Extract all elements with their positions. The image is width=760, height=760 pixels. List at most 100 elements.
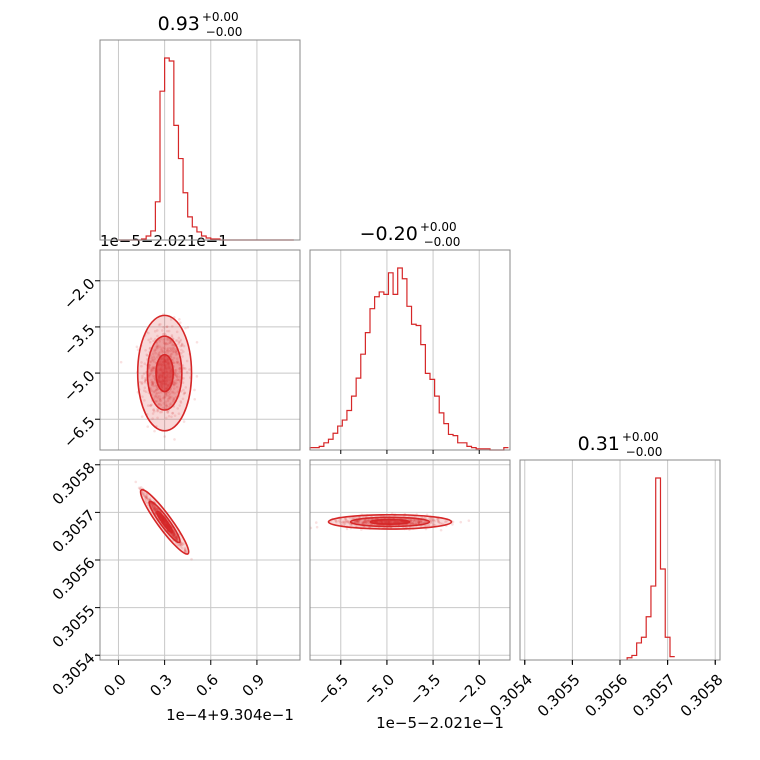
- scatter-point: [334, 519, 338, 523]
- scatter-point: [144, 499, 147, 502]
- hist-panel-0: [99, 39, 301, 241]
- scatter-point: [166, 399, 170, 403]
- scatter-point: [335, 520, 338, 524]
- scatter-point: [178, 367, 182, 371]
- title-param-2: 0.31 +0.00 −0.00: [578, 430, 663, 459]
- scatter-point: [172, 530, 176, 534]
- scatter-point: [175, 535, 178, 539]
- scatter-point: [142, 389, 146, 392]
- scatter-point: [169, 355, 173, 358]
- scatter-point: [173, 532, 176, 536]
- scatter-point: [140, 381, 144, 384]
- scatter-point: [179, 321, 182, 324]
- scatter-point: [193, 388, 196, 392]
- scatter-point: [422, 521, 426, 524]
- scatter-point: [409, 519, 413, 522]
- scatter-point: [180, 342, 184, 346]
- scatter-point: [180, 352, 183, 355]
- scatter-point: [142, 493, 145, 497]
- scatter-point: [345, 520, 348, 524]
- scatter-points-0: [119, 313, 199, 472]
- scatter-point: [169, 402, 173, 405]
- scatter-point: [176, 352, 179, 356]
- scatter-point: [149, 502, 153, 505]
- scatter-point: [175, 538, 178, 541]
- scatter-point: [152, 507, 156, 511]
- scatter-point: [172, 397, 176, 400]
- scatter-point: [166, 348, 169, 351]
- scatter-point: [157, 323, 161, 327]
- scatter-point: [173, 373, 177, 376]
- scatter-point: [156, 346, 159, 349]
- scatter-point: [167, 394, 171, 397]
- scatter-point: [147, 498, 150, 502]
- contour-level-2: [369, 518, 411, 525]
- scatter-point: [367, 522, 371, 525]
- scatter-point: [144, 380, 147, 383]
- scatter-point: [158, 397, 162, 401]
- scatter-point: [431, 519, 435, 522]
- hist-panel-2: [519, 459, 721, 661]
- scatter-point: [180, 343, 184, 346]
- scatter-point: [441, 522, 444, 526]
- scatter-point: [138, 380, 142, 384]
- scatter-point: [179, 338, 183, 342]
- scatter-point: [148, 364, 151, 367]
- scatter-point: [178, 367, 181, 370]
- scatter-point: [170, 324, 174, 328]
- scatter-point: [163, 395, 167, 399]
- scatter-point: [183, 391, 186, 395]
- scatter-point: [362, 522, 365, 525]
- scatter-point: [167, 414, 171, 418]
- scatter-point: [149, 404, 153, 407]
- y-tick-label: −2.0: [60, 275, 98, 313]
- scatter-point: [367, 521, 370, 524]
- scatter-point: [150, 368, 154, 372]
- scatter-point: [158, 410, 162, 414]
- scatter-point: [163, 395, 166, 398]
- scatter-point: [344, 517, 347, 520]
- scatter-point: [150, 389, 154, 393]
- scatter-point: [144, 495, 147, 498]
- scatter-point: [178, 370, 182, 373]
- scatter-point: [166, 391, 169, 395]
- scatter-point: [162, 406, 165, 410]
- scatter-point: [172, 533, 176, 537]
- scatter-point: [154, 508, 157, 512]
- scatter-point: [149, 369, 153, 373]
- scatter-point: [172, 534, 176, 538]
- scatter-point: [413, 520, 416, 523]
- scatter-point: [179, 344, 182, 348]
- scatter-point: [172, 533, 176, 537]
- scatter-point: [161, 346, 164, 350]
- scatter-point: [163, 396, 166, 400]
- scatter-point: [174, 536, 178, 540]
- scatter-point: [145, 498, 148, 501]
- scatter-point: [417, 520, 421, 524]
- scatter-point: [164, 392, 167, 396]
- scatter-point: [149, 360, 153, 364]
- scatter-point: [174, 350, 178, 353]
- scatter-point: [172, 534, 175, 538]
- scatter-point: [154, 384, 158, 388]
- scatter-point: [170, 415, 173, 419]
- scatter-point: [164, 341, 168, 345]
- scatter-point: [172, 533, 175, 537]
- scatter-point: [151, 383, 154, 387]
- scatter-point: [172, 350, 176, 354]
- scatter-point: [140, 364, 143, 368]
- scatter-point: [158, 399, 162, 402]
- scatter-point: [147, 469, 150, 472]
- scatter-point: [152, 408, 155, 412]
- scatter-point: [184, 550, 187, 554]
- scatter-point: [154, 395, 157, 398]
- scatter-point: [152, 390, 156, 394]
- scatter-point: [337, 519, 341, 523]
- scatter-point: [341, 520, 345, 524]
- scatter-point: [151, 382, 155, 386]
- scatter-point: [166, 410, 169, 414]
- scatter-point: [136, 348, 140, 352]
- scatter-point: [362, 520, 366, 524]
- scatter-point: [176, 339, 179, 342]
- scatter-point: [150, 504, 154, 508]
